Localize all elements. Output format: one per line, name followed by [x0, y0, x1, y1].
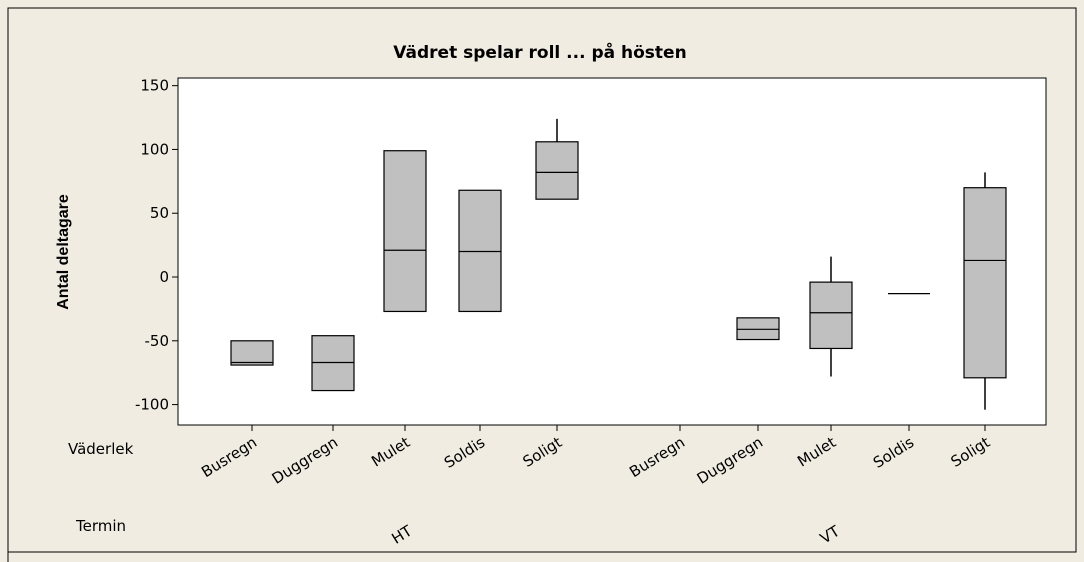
x-tick-label: Duggregn — [269, 433, 341, 488]
box — [736, 317, 780, 341]
box — [809, 281, 853, 350]
x-tick-label: Busregn — [198, 433, 260, 481]
x-tick-label: Mulet — [368, 433, 413, 470]
x-tick-label: Soldis — [441, 433, 488, 472]
x-tick-label: Soligt — [520, 433, 566, 471]
box — [230, 340, 274, 366]
box — [535, 141, 579, 200]
y-tick-label: -100 — [135, 396, 169, 414]
frame — [7, 7, 1077, 562]
x-tick-label: Mulet — [794, 433, 839, 470]
group-name: HT — [388, 521, 416, 548]
box — [311, 335, 355, 392]
box — [383, 150, 427, 313]
y-tick-label: 100 — [140, 140, 169, 158]
x-tick-label: Busregn — [626, 433, 688, 481]
y-tick-label: -50 — [145, 332, 170, 350]
box — [458, 189, 502, 313]
y-tick-label: 0 — [159, 268, 169, 286]
x-axis-label: Väderlek — [68, 440, 134, 458]
x-tick-label: Soligt — [948, 433, 994, 471]
group-label: Termin — [75, 517, 126, 535]
x-tick-label: Soldis — [870, 433, 917, 472]
group-name: VT — [817, 522, 844, 548]
plot-area — [177, 77, 1047, 426]
y-tick-label: 150 — [140, 77, 169, 95]
y-tick-label: 50 — [150, 204, 169, 222]
chart-title: Vädret spelar roll ... på hösten — [393, 41, 686, 63]
y-axis-label: Antal deltagare — [55, 194, 72, 310]
x-tick-label: Duggregn — [694, 433, 766, 488]
box — [963, 187, 1007, 379]
